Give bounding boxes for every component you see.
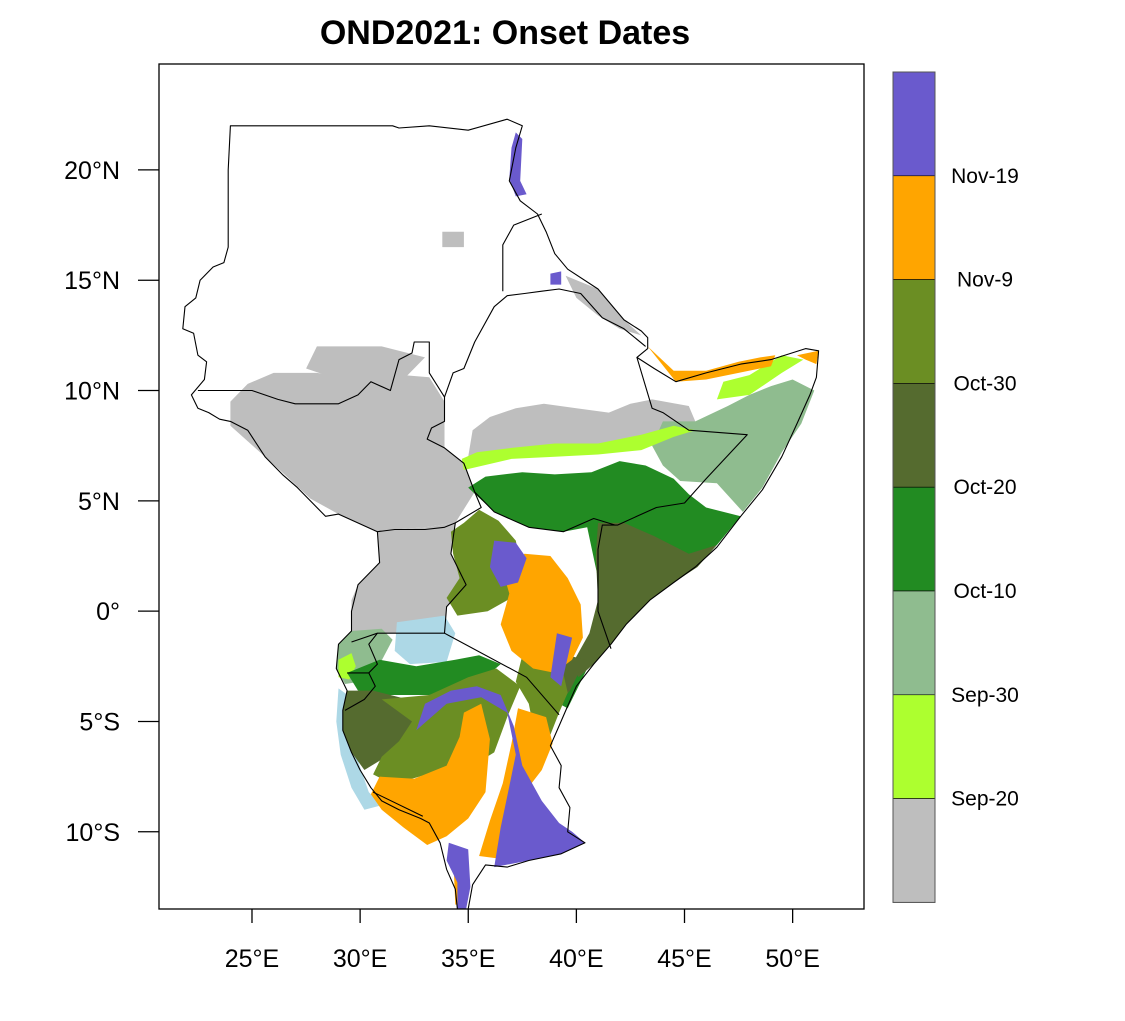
legend-swatch <box>892 798 936 903</box>
legend-label: Oct-30 <box>953 372 1016 395</box>
x-tick-label: 35°E <box>441 945 495 973</box>
y-tick-label: 0° <box>96 598 120 626</box>
legend-label: Oct-20 <box>953 476 1016 499</box>
onset-region-olive-uganda-kenya <box>446 509 523 616</box>
onset-region-gray-eritrea <box>565 275 642 336</box>
onset-region-gray-south-sudan-car <box>230 372 475 532</box>
legend-label: Oct-10 <box>953 580 1016 603</box>
longitude-axis: 25°E 30°E 35°E 40°E 45°E 50°E <box>225 909 820 973</box>
map-title: OND2021: Onset Dates <box>319 14 691 52</box>
x-tick-label: 25°E <box>225 945 279 973</box>
legend-swatch <box>892 175 936 280</box>
onset-region-purple-kenya-streak <box>550 633 573 687</box>
onset-region-orange-puntland-tip <box>797 350 819 365</box>
onset-region-sage-somalia-north <box>652 379 815 512</box>
onset-region-yellowgreen-ethiopia-edge <box>461 425 696 470</box>
onset-region-purple-red-sea-coast <box>509 132 527 197</box>
country-border-9 <box>344 672 376 711</box>
legend-swatch <box>892 279 936 384</box>
region-outline <box>182 118 820 909</box>
onset-region-lightblue-lake <box>394 615 456 665</box>
country-border-4 <box>597 357 748 649</box>
legend-swatch <box>892 694 936 799</box>
onset-region-purple-eritrea-dot <box>550 271 562 285</box>
country-border-2 <box>443 288 646 398</box>
onset-region-orange-tanzania-west <box>370 703 490 845</box>
x-tick-label: 50°E <box>765 945 819 973</box>
legend-swatch <box>892 486 936 592</box>
onset-region-orange-somali-coast <box>647 346 776 382</box>
y-tick-label: 5°S <box>79 708 120 736</box>
x-tick-label: 40°E <box>549 945 603 973</box>
country-border-10 <box>372 791 424 817</box>
x-tick-label: 45°E <box>657 945 711 973</box>
onset-region-yellowgreen-somaliland <box>716 355 804 400</box>
country-border-0 <box>197 341 476 493</box>
legend: Nov-19 Nov-9 Oct-30 Oct-20 Oct-10 Sep-30 Sep-2… <box>892 71 1019 903</box>
legend-swatch <box>892 71 936 177</box>
country-border-5 <box>377 491 482 533</box>
x-tick-label: 30°E <box>333 945 387 973</box>
legend-label: Nov-19 <box>951 165 1019 188</box>
latitude-axis: 20°N 15°N 10°N 5°N 0° 5°S 10°S <box>64 157 159 847</box>
y-tick-label: 5°N <box>78 488 120 516</box>
onset-region-purple-uganda <box>489 540 527 587</box>
legend-label: Nov-9 <box>957 269 1013 292</box>
country-border-8 <box>347 632 378 674</box>
map-frame <box>158 63 865 910</box>
y-tick-label: 15°N <box>64 267 120 295</box>
onset-raster <box>182 119 819 909</box>
y-tick-label: 20°N <box>64 157 120 185</box>
onset-region-gray-congo-uganda <box>351 522 467 634</box>
onset-region-gray-sudan-bit <box>442 231 464 248</box>
legend-swatch <box>892 383 936 488</box>
legend-label: Sep-20 <box>951 788 1019 811</box>
country-border-7 <box>444 632 560 716</box>
y-tick-label: 10°N <box>64 378 120 406</box>
country-border-3 <box>502 213 543 292</box>
onset-region-darkolive-somalia-south <box>572 522 717 678</box>
country-border-1 <box>474 491 616 533</box>
legend-frame <box>892 71 936 903</box>
onset-region-purple-tanzania <box>416 686 585 868</box>
legend-label: Sep-30 <box>951 684 1019 707</box>
y-tick-label: 10°S <box>66 819 120 847</box>
legend-swatch <box>892 590 936 696</box>
country-borders <box>182 118 820 909</box>
onset-region-purple-lake-malawi <box>446 842 471 909</box>
